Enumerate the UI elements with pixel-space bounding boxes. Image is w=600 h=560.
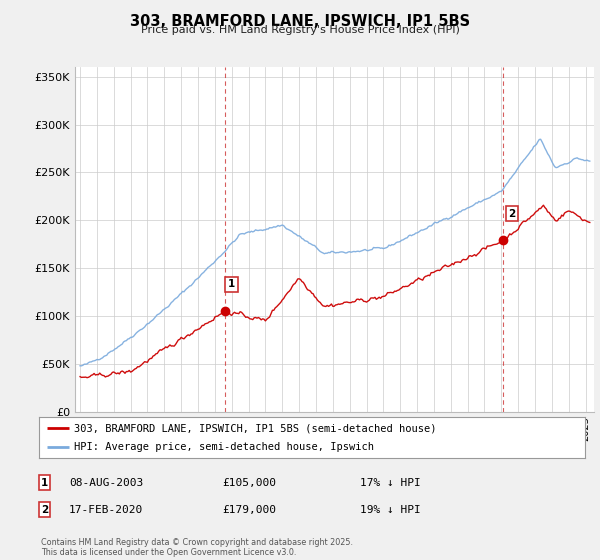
Text: £105,000: £105,000 (222, 478, 276, 488)
Text: £179,000: £179,000 (222, 505, 276, 515)
Text: 1: 1 (41, 478, 48, 488)
Text: 303, BRAMFORD LANE, IPSWICH, IP1 5BS (semi-detached house): 303, BRAMFORD LANE, IPSWICH, IP1 5BS (se… (74, 423, 437, 433)
Text: HPI: Average price, semi-detached house, Ipswich: HPI: Average price, semi-detached house,… (74, 442, 374, 451)
Text: 19% ↓ HPI: 19% ↓ HPI (360, 505, 421, 515)
Text: 17% ↓ HPI: 17% ↓ HPI (360, 478, 421, 488)
Text: 2: 2 (508, 208, 515, 218)
Text: 2: 2 (41, 505, 48, 515)
Text: 08-AUG-2003: 08-AUG-2003 (69, 478, 143, 488)
Text: 17-FEB-2020: 17-FEB-2020 (69, 505, 143, 515)
Text: 1: 1 (228, 279, 235, 290)
Text: Price paid vs. HM Land Registry's House Price Index (HPI): Price paid vs. HM Land Registry's House … (140, 25, 460, 35)
Text: 303, BRAMFORD LANE, IPSWICH, IP1 5BS: 303, BRAMFORD LANE, IPSWICH, IP1 5BS (130, 14, 470, 29)
Text: Contains HM Land Registry data © Crown copyright and database right 2025.
This d: Contains HM Land Registry data © Crown c… (41, 538, 353, 557)
